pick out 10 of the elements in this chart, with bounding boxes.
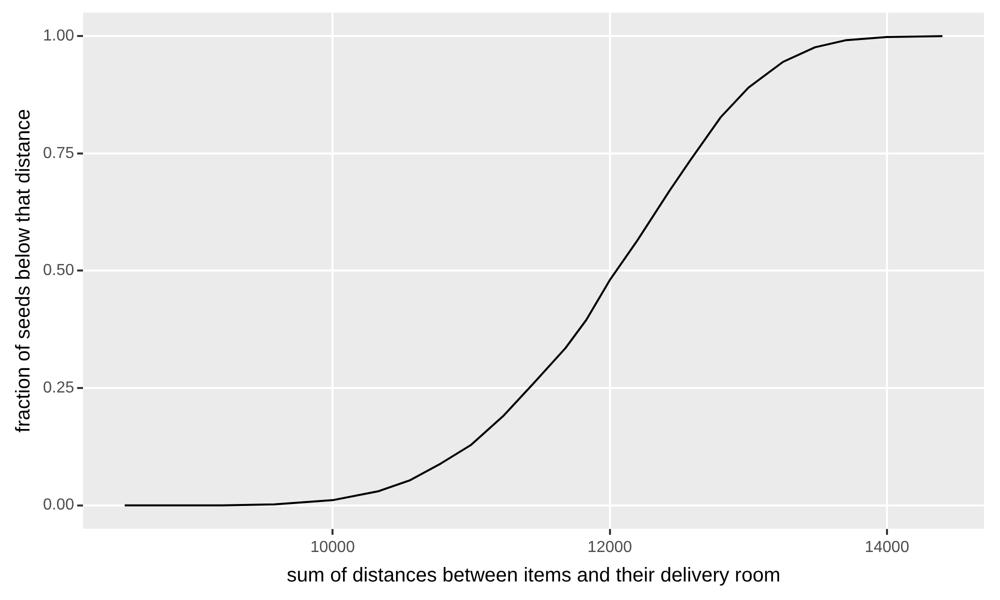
- x-tick-label: 10000: [310, 538, 355, 556]
- y-tick-label: 0.25: [43, 379, 74, 396]
- y-tick-label: 0.50: [43, 262, 74, 280]
- y-axis-title: fraction of seeds below that distance: [12, 108, 35, 432]
- y-tick-label: 1.00: [43, 27, 74, 44]
- x-tick-label: 14000: [864, 538, 910, 556]
- y-tick-label: 0.75: [43, 144, 74, 162]
- x-axis-title: sum of distances between items and their delivery room: [286, 564, 780, 587]
- x-tick-label: 12000: [588, 538, 632, 556]
- y-tick-label: 0.00: [43, 496, 74, 514]
